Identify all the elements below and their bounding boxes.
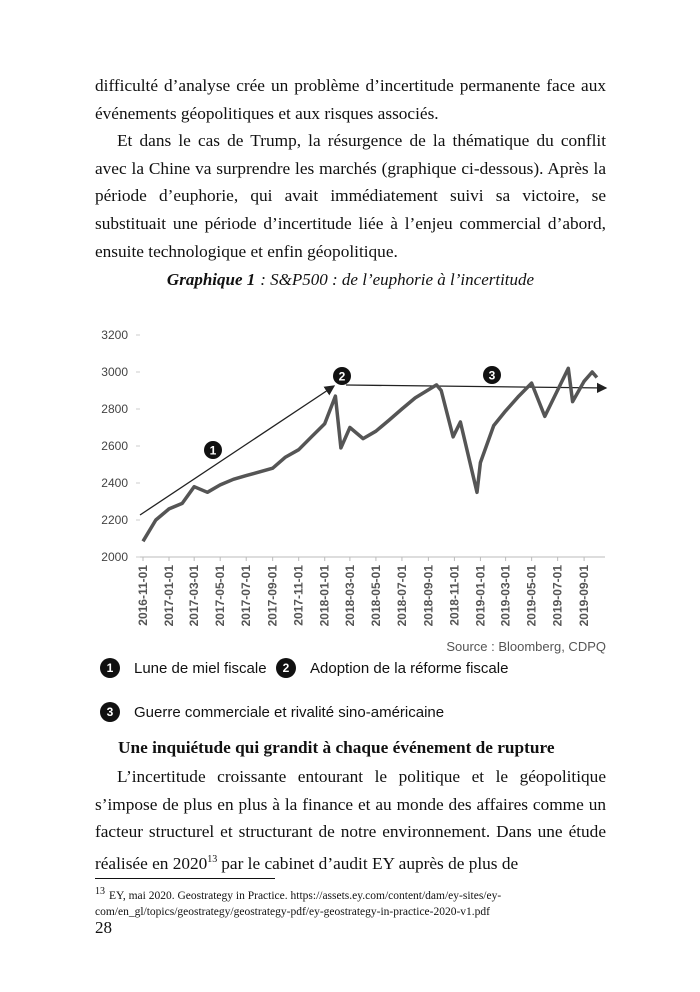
page-number: 28: [95, 918, 112, 937]
section-heading: Une inquiétude qui grandit à chaque évén…: [118, 738, 555, 757]
caption: : S&P500 : de l’euphorie à l’incertitude: [260, 270, 535, 289]
paragraph: difficulté d’analyse crée un problème d’…: [95, 76, 606, 123]
legend-number: 1: [100, 658, 120, 678]
x-tick-label: 2019-01-01: [473, 565, 487, 627]
text: L’incertitude croissante entourant le po…: [95, 767, 606, 873]
marker-circle: [204, 441, 222, 459]
text-block: difficulté d’analyse crée un problème d’…: [95, 72, 606, 265]
legend-label: Adoption de la réforme fiscale: [310, 659, 509, 677]
x-tick-label: 2019-03-01: [499, 565, 513, 627]
x-tick-label: 2019-07-01: [551, 565, 565, 627]
arrow: [345, 382, 608, 394]
legend-item: 1 Lune de miel fiscale: [100, 658, 267, 678]
y-tick-label: 3200: [101, 328, 128, 342]
x-tick-label: 2017-07-01: [239, 565, 253, 627]
legend-number: 3: [100, 702, 120, 722]
chart: 2000 2200 2400 2600 2800 3000 3200 2016-11-01 20…: [101, 328, 608, 654]
marker-label: 1: [210, 444, 217, 458]
y-tick-label: 2800: [101, 402, 128, 416]
note-ref: 13: [207, 853, 218, 865]
marker-label: 2: [339, 370, 346, 384]
x-tick-label: 2017-11-01: [292, 565, 306, 626]
x-tick-label: 2018-07-01: [395, 565, 409, 627]
arrow: [139, 385, 336, 516]
legend-label: Lune de miel fiscale: [134, 659, 267, 677]
y-tick-label: 2000: [101, 550, 128, 564]
source: Source : Bloomberg, CDPQ: [446, 639, 606, 654]
figure-label: Graphique 1: [166, 270, 256, 289]
footnote: 13 EY, mai 2020. Geostrategy in Practice.…: [95, 884, 606, 920]
x-tick-label: 2017-03-01: [187, 565, 201, 627]
marker-circle: [483, 366, 501, 384]
legend-item: 2 Adoption de la réforme fiscale: [276, 658, 508, 678]
paragraph: Et dans le cas de Trump, la résurgence d…: [95, 131, 606, 261]
figure-caption: Graphique 1: S&P500 : de l’euphorie à l’…: [95, 270, 606, 290]
paragraph: L’incertitude croissante entourant le po…: [95, 763, 606, 877]
y-tick-label: 2200: [101, 513, 128, 527]
x-tick-label: 2017-01-01: [162, 565, 176, 627]
legend-number: 2: [276, 658, 296, 678]
x-tick-label: 2018-05-01: [369, 565, 383, 627]
x-tick-label: 2017-09-01: [266, 565, 280, 627]
x-tick-label: 2017-05-01: [213, 565, 227, 627]
legend-label: Guerre commerciale et rivalité sino-amér…: [134, 703, 445, 721]
y-tick-label: 2600: [101, 439, 128, 453]
marker-circle: [333, 367, 351, 385]
x-tick-label: 2019-09-01: [577, 565, 591, 627]
y-tick-label: 2400: [101, 476, 128, 490]
marker-label: 3: [489, 369, 496, 383]
x-tick-label: 2018-01-01: [318, 565, 332, 627]
x-tick-label: 2018-11-01: [447, 565, 461, 626]
x-tick-label: 2018-09-01: [421, 565, 435, 627]
footnote-text: EY, mai 2020. Geostrategy in Practice. h…: [95, 889, 502, 918]
x-tick-label: 2018-03-01: [343, 565, 357, 627]
x-tick-label: 2016-11-01: [136, 565, 150, 626]
footnote-rule: [95, 878, 275, 879]
line: [141, 366, 599, 543]
x-tick-label: 2019-05-01: [525, 565, 539, 627]
y-tick-label: 3000: [101, 365, 128, 379]
footnote-number: 13: [95, 886, 105, 897]
text: par le cabinet d’audit EY auprès de plus…: [221, 853, 519, 873]
legend-item: 3 Guerre commerciale et rivalité sino-amé…: [100, 702, 444, 722]
text-block: L’incertitude croissante entourant le po…: [95, 763, 606, 877]
